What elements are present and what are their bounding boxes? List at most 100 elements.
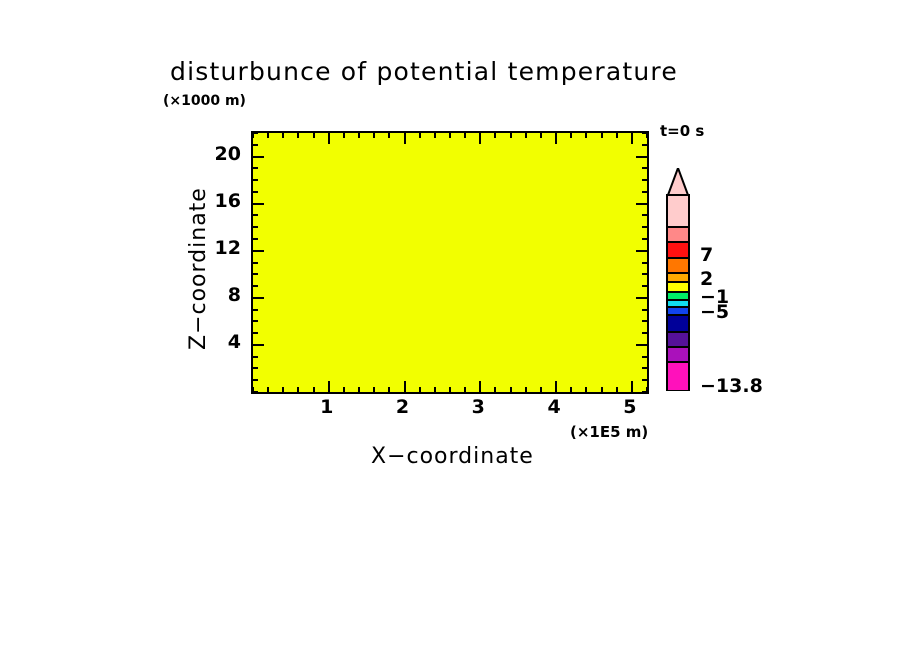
tick-mark [253,355,258,358]
tick-mark [282,387,285,392]
tick-mark [642,367,647,370]
colorbar-band-separator [668,313,688,316]
tick-mark [636,202,647,205]
tick-mark [252,387,254,392]
colorbar-band-separator [668,290,688,293]
tick-mark [297,133,300,138]
tick-mark [494,387,497,392]
tick-mark [327,133,330,144]
tick-mark [253,249,264,252]
tick-mark [253,367,258,370]
tick-mark [342,133,345,138]
tick-mark [636,343,647,346]
tick-mark [253,343,264,346]
tick-mark [253,308,258,311]
tick-mark [403,133,406,144]
tick-mark [630,381,633,392]
tick-mark [630,133,633,144]
tick-mark [642,190,647,193]
tick-mark [253,320,258,323]
tick-mark [539,133,542,138]
time-annotation: t=0 s [660,122,705,140]
tick-mark [585,133,588,138]
tick-mark [642,320,647,323]
tick-mark [253,226,258,229]
colorbar-band [668,272,688,283]
tick-mark [253,261,258,264]
colorbar-label: 7 [700,243,714,266]
tick-mark [642,285,647,288]
tick-mark [433,133,436,138]
colorbar-label: 2 [700,268,714,291]
colorbar-label: −1 [700,285,730,308]
x-tick-label: 1 [320,396,334,418]
tick-mark [600,387,603,392]
tick-mark [642,226,647,229]
tick-mark [253,285,258,288]
x-axis-label: X−coordinate [371,444,534,469]
colorbar-band [668,282,688,293]
tick-mark [358,387,361,392]
tick-mark [642,132,647,134]
tick-mark [642,379,647,382]
tick-mark [642,143,647,146]
colorbar-band-separator [668,281,688,284]
colorbar-band-separator [668,226,688,229]
tick-mark [642,273,647,276]
tick-mark [253,237,258,240]
figure-title: disturbunce of potential temperature [170,57,678,86]
colorbar-band [668,242,688,259]
tick-mark [327,381,330,392]
tick-mark [585,387,588,392]
tick-mark [253,296,264,299]
colorbar-arrow-icon [666,168,690,196]
tick-mark [418,387,421,392]
tick-mark [252,133,254,138]
tick-mark [509,133,512,138]
tick-mark [642,167,647,170]
y-tick-label: 12 [214,236,241,259]
tick-mark [524,133,527,138]
y-tick-label: 4 [227,330,241,353]
y-tick-label: 16 [214,189,241,212]
colorbar-band [668,257,688,274]
tick-mark [373,387,376,392]
tick-mark [449,133,451,138]
tick-mark [570,133,573,138]
tick-mark [449,387,451,392]
tick-mark [253,332,258,335]
tick-mark [253,391,258,393]
colorbar-band [668,307,688,316]
y-tick-label: 8 [227,283,241,306]
tick-mark [253,273,258,276]
tick-mark [297,387,300,392]
tick-mark [642,308,647,311]
tick-mark [642,391,647,393]
tick-mark [479,381,482,392]
x-tick-label: 2 [395,396,410,418]
tick-mark [636,249,647,252]
tick-mark [388,387,391,392]
colorbar-band-separator [668,361,688,364]
x-tick-label: 3 [471,396,485,418]
tick-mark [524,387,527,392]
tick-mark [646,133,648,138]
colorbar-band-separator [668,346,688,349]
colorbar-band-separator [668,306,688,309]
tick-mark [642,355,647,358]
tick-mark [388,133,391,138]
colorbar-bands [666,194,690,391]
tick-mark [418,133,421,138]
tick-mark [642,237,647,240]
tick-mark [253,202,264,205]
tick-mark [642,214,647,217]
tick-mark [555,133,558,144]
colorbar-band-separator [668,298,688,301]
tick-mark [253,167,258,170]
colorbar-band [668,347,688,363]
colorbar-band [668,362,688,390]
tick-mark [253,179,258,182]
tick-mark [494,133,497,138]
colorbar-band [668,291,688,301]
x-tick-label: 4 [547,396,561,418]
